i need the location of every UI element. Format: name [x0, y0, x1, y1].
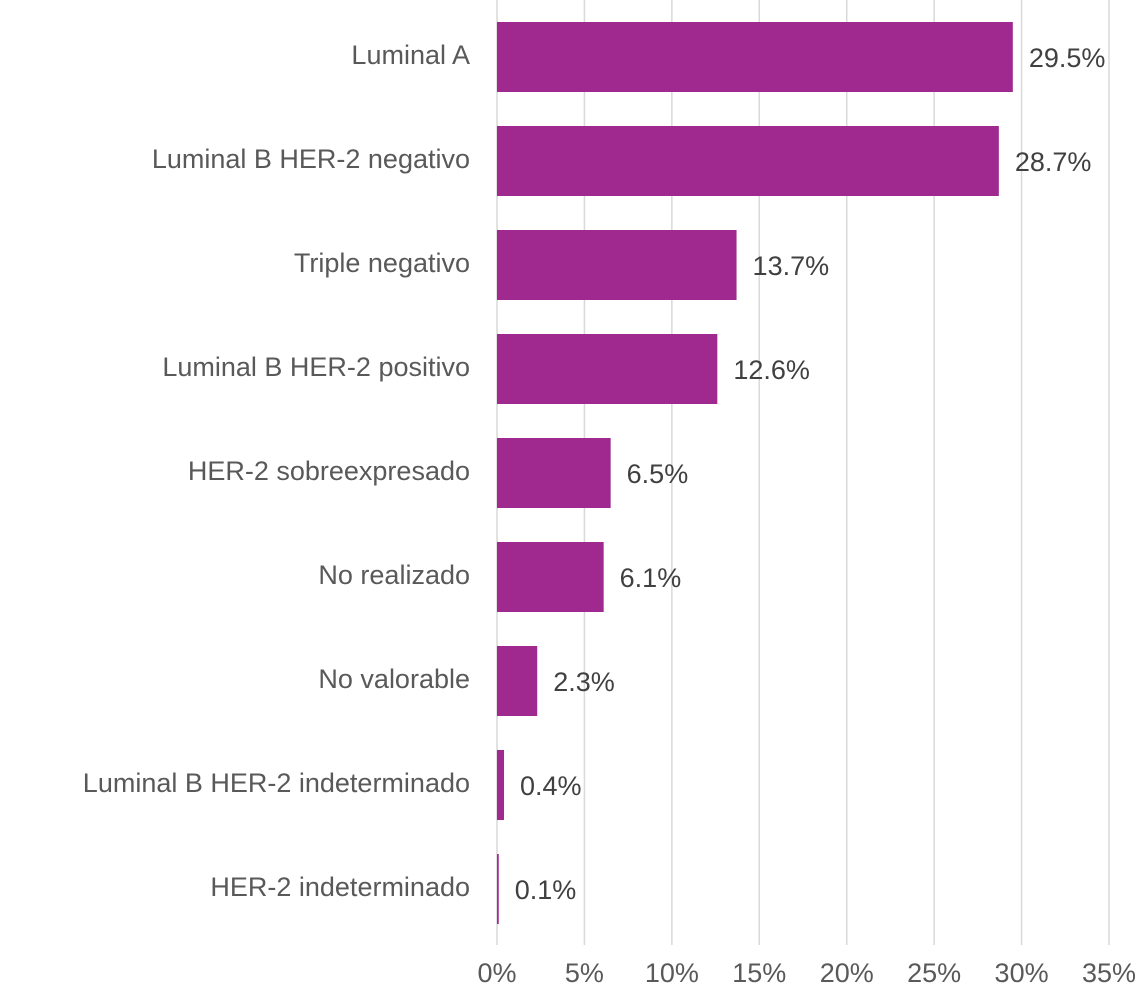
bar: [497, 854, 499, 924]
data-label: 0.1%: [515, 875, 577, 905]
bar: [497, 126, 999, 196]
data-label: 6.5%: [627, 459, 689, 489]
x-tick-label: 30%: [995, 958, 1049, 988]
bar: [497, 334, 718, 404]
y-tick-label: HER-2 indeterminado: [210, 872, 470, 902]
data-label: 6.1%: [620, 563, 682, 593]
bar: [497, 646, 538, 716]
x-tick-label: 0%: [477, 958, 516, 988]
x-tick-label: 35%: [1082, 958, 1136, 988]
bar: [497, 750, 504, 820]
data-label: 29.5%: [1029, 43, 1106, 73]
bar: [497, 438, 611, 508]
x-tick-label: 10%: [645, 958, 699, 988]
bar: [497, 230, 737, 300]
x-tick-label: 15%: [732, 958, 786, 988]
bar: [497, 22, 1013, 92]
x-tick-label: 25%: [907, 958, 961, 988]
y-tick-label: Luminal B HER-2 indeterminado: [83, 768, 470, 798]
data-label: 28.7%: [1015, 147, 1092, 177]
y-tick-label: Luminal B HER-2 positivo: [162, 352, 470, 382]
y-tick-label: Luminal B HER-2 negativo: [152, 144, 470, 174]
data-label: 0.4%: [520, 771, 582, 801]
data-label: 12.6%: [733, 355, 810, 385]
data-label: 2.3%: [553, 667, 615, 697]
data-label: 13.7%: [753, 251, 830, 281]
y-tick-label: No valorable: [318, 664, 470, 694]
y-tick-label: Luminal A: [351, 40, 470, 70]
bar: [497, 542, 604, 612]
x-tick-label: 5%: [565, 958, 604, 988]
x-tick-label: 20%: [820, 958, 874, 988]
y-tick-label: No realizado: [318, 560, 470, 590]
y-tick-label: HER-2 sobreexpresado: [188, 456, 470, 486]
y-tick-label: Triple negativo: [294, 248, 470, 278]
